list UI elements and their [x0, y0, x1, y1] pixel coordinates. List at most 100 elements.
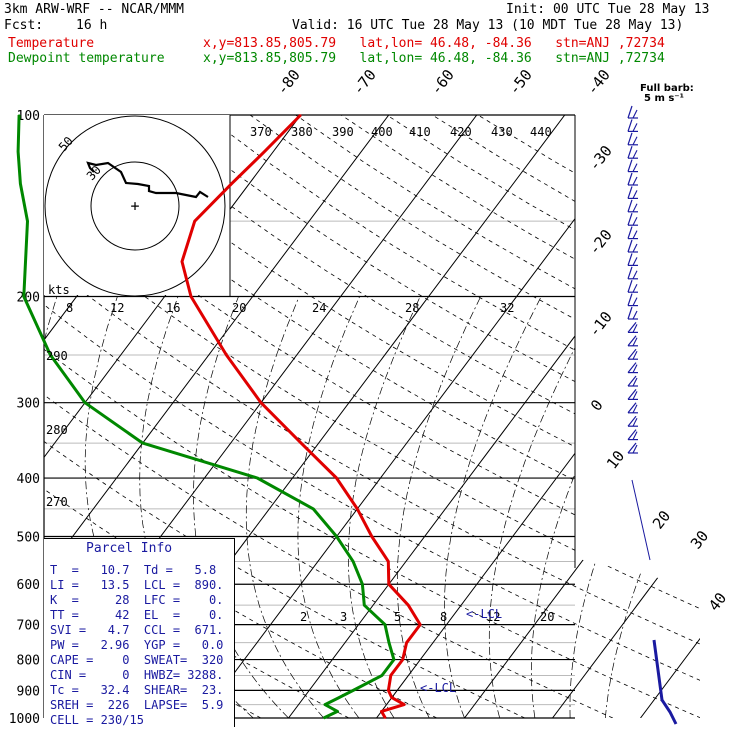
wind-barb	[627, 159, 633, 172]
temperature-point	[405, 641, 408, 644]
isotherm	[376, 115, 700, 718]
wind-barb	[627, 293, 633, 306]
isotherm	[44, 115, 390, 718]
temperature-tick-label: -80	[273, 66, 304, 98]
full-barb-label: Full barb:	[640, 83, 694, 94]
isotherm	[729, 115, 740, 718]
dewpoint-point	[381, 674, 383, 677]
dewpoint-point	[361, 583, 364, 585]
dewpoint-point	[17, 150, 19, 153]
moist-adiabat	[444, 296, 542, 718]
dewpoint-point	[338, 696, 340, 699]
mixing-ratio-label: 3	[340, 610, 347, 624]
dewpoint-point	[352, 689, 355, 692]
moist-adiabat-label: 24	[312, 301, 326, 315]
dry-adiabat	[44, 115, 700, 718]
hodograph-ring-outer	[44, 115, 226, 297]
wind-barb	[632, 123, 638, 132]
temperature-point	[225, 354, 228, 356]
wind-barb	[627, 415, 637, 427]
temperature-tick-label: -60	[427, 66, 458, 98]
temperature-point	[380, 710, 383, 713]
dry-adiabat	[249, 115, 700, 718]
wind-barb	[632, 364, 638, 373]
temperature-tick-label: 10	[603, 447, 628, 472]
temperature-point	[260, 401, 262, 404]
temperature-tick-label: -30	[585, 142, 616, 174]
mixing-ratio-label: 8	[440, 610, 447, 624]
pressure-tick-label: 700	[17, 619, 40, 634]
temperature-tick-label: -70	[349, 66, 380, 98]
wind-barb	[627, 199, 633, 212]
pressure-tick-label: 400	[17, 472, 40, 487]
theta-e-label: 400	[371, 125, 393, 139]
moist-adiabat	[488, 296, 603, 718]
temperature-location: x,y=813.85,805.79 lat,lon= 46.48, -84.36…	[203, 36, 665, 51]
moist-adiabat	[297, 296, 360, 718]
temperature-point	[371, 535, 373, 538]
sounding-series	[16, 113, 422, 720]
wind-barb	[632, 283, 638, 293]
wind-barb	[627, 186, 633, 199]
wind-barb	[627, 105, 633, 119]
temperature-point	[391, 696, 393, 699]
dry-adiabat	[432, 115, 700, 718]
hodograph-trace	[86, 161, 209, 199]
wind-barb	[632, 257, 638, 266]
dry-adiabat	[340, 115, 700, 718]
temperature-point	[387, 560, 390, 563]
wind-barb	[632, 163, 638, 172]
isotherm	[464, 115, 700, 718]
parcel-row: SREH = 226 LAPSE= 5.9	[50, 698, 224, 712]
dewpoint-point	[393, 658, 395, 661]
temperature-tick-label: 0	[587, 396, 607, 414]
temperature-profile	[180, 113, 422, 719]
wind-barb	[632, 337, 638, 347]
wind-barb	[627, 402, 637, 414]
isotherm	[200, 115, 654, 718]
wind-barb	[627, 375, 637, 387]
temperature-tick-label: -40	[583, 66, 614, 98]
temperature-tick-label: 20	[649, 507, 674, 532]
moist-adiabat-label: 12	[110, 301, 124, 315]
dewpoint-point	[335, 535, 338, 538]
temperature-point	[419, 623, 422, 626]
moist-adiabat	[531, 296, 663, 718]
temperature-tick-label: -50	[505, 66, 536, 98]
moist-adiabat-label: 16	[166, 301, 180, 315]
wind-barb	[627, 266, 633, 279]
temperature-point	[300, 442, 302, 444]
wind-barb	[627, 132, 633, 145]
pressure-tick-label: 300	[17, 397, 40, 412]
forecast-label: Fcst:	[4, 18, 44, 33]
parcel-row: LI = 13.5 LCL = 890.	[50, 578, 224, 592]
dewpoint-point	[19, 182, 22, 185]
wind-barb	[627, 172, 633, 186]
wind-barb	[632, 136, 638, 146]
parcel-row: CIN = 0 HWBZ= 3288.	[50, 668, 224, 682]
wind-barb	[627, 389, 637, 400]
theta-e-label: 420	[450, 125, 472, 139]
parcel-row: CAPE = 0 SWEAT= 320	[50, 653, 224, 667]
moist-adiabat	[569, 296, 700, 718]
parcel-row: TT = 42 EL = 0.	[50, 608, 224, 622]
dewpoint-point	[84, 401, 86, 404]
wind-barb	[632, 203, 638, 213]
wind-barb	[632, 444, 638, 454]
hodograph-kts-label: kts	[48, 283, 70, 297]
wind-barb	[652, 639, 678, 725]
parcel-row: Tc = 32.4 SHEAR= 23.	[50, 683, 224, 697]
theta-e-label: 390	[332, 125, 354, 139]
temperature-point	[299, 114, 302, 116]
wind-barb	[632, 216, 638, 226]
wind-barb	[632, 324, 638, 333]
wind-barb	[632, 391, 638, 400]
temperature-point	[401, 658, 404, 661]
mixing-ratio-label: 5	[394, 610, 401, 624]
wind-barb	[627, 119, 633, 132]
full-barb-key: Full barb: 5 m s⁻¹	[640, 84, 694, 104]
wind-barb	[631, 479, 651, 561]
dewpoint-location: x,y=813.85,805.79 lat,lon= 46.48, -84.36…	[203, 51, 665, 66]
wind-barb	[632, 190, 638, 199]
wind-barb	[627, 322, 637, 333]
